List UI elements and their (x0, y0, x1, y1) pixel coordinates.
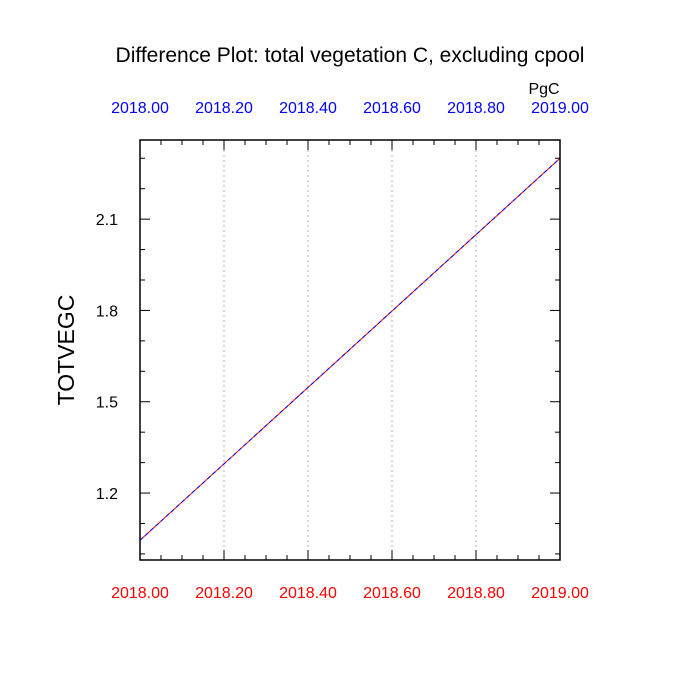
x-tick-label-bottom: 2018.60 (363, 585, 421, 602)
series-lines (139, 157, 561, 541)
series-line-2 (139, 157, 561, 541)
x-tick-label-bottom: 2018.80 (447, 585, 505, 602)
y-tick-label: 2.1 (96, 212, 118, 229)
chart-title: Difference Plot: total vegetation C, exc… (116, 44, 585, 67)
x-tick-label-top: 2019.00 (531, 100, 589, 117)
gridlines (223, 140, 477, 560)
x-tick-label-bottom: 2018.40 (279, 585, 337, 602)
x-tick-label-top: 2018.80 (447, 100, 505, 117)
y-tick-label: 1.8 (96, 303, 118, 320)
x-tick-label-bottom: 2019.00 (531, 585, 589, 602)
tick-labels: 2018.00 2018.00 2018.20 2018.20 2018.40 2018.… (96, 100, 589, 602)
units-label: PgC (528, 81, 559, 98)
axis-ticks (139, 140, 561, 560)
y-axis-label: TOTVEGC (53, 295, 79, 406)
plot-frame (139, 139, 561, 561)
y-tick-label: 1.5 (96, 395, 118, 412)
x-tick-label-bottom: 2018.20 (195, 585, 253, 602)
y-tick-label: 1.2 (96, 486, 118, 503)
x-tick-label-top: 2018.40 (279, 100, 337, 117)
x-tick-label-top: 2018.20 (195, 100, 253, 117)
x-tick-label-top: 2018.00 (111, 100, 169, 117)
x-tick-label-bottom: 2018.00 (111, 585, 169, 602)
x-tick-label-top: 2018.60 (363, 100, 421, 117)
